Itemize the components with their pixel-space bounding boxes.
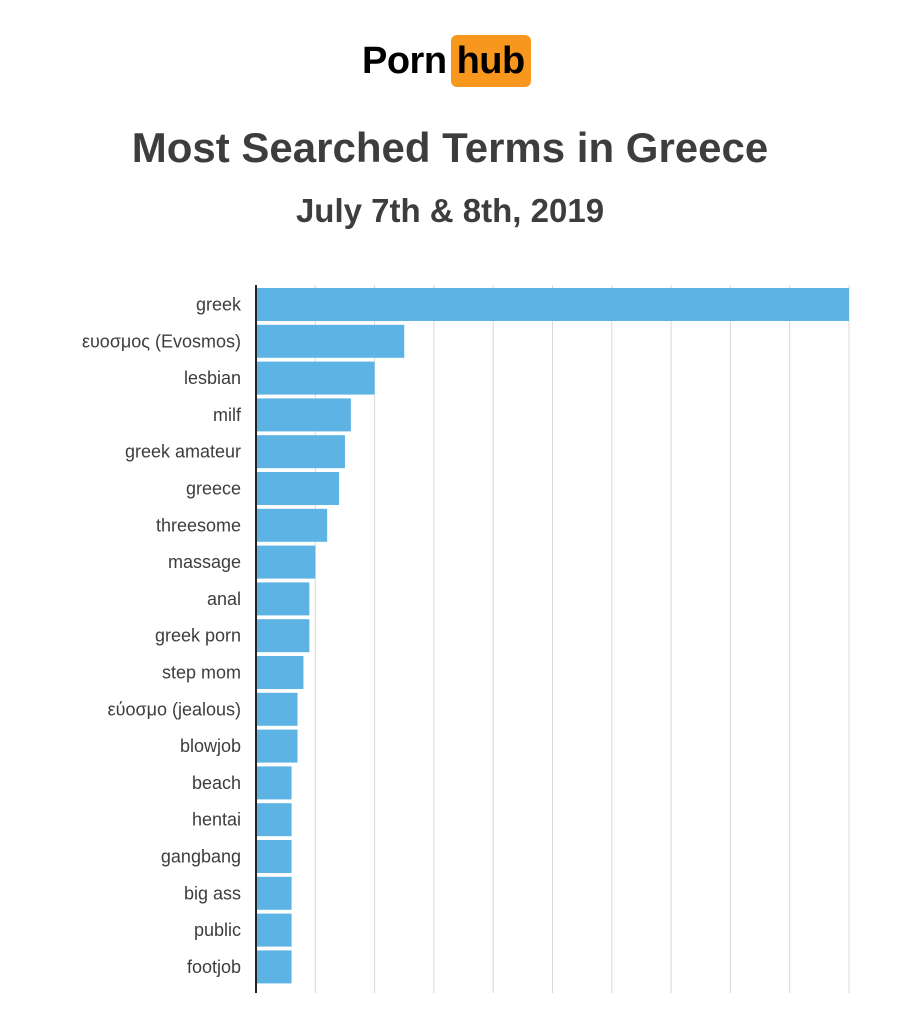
category-label: hentai: [192, 810, 241, 830]
category-label: gangbang: [161, 847, 241, 867]
bar: [256, 729, 298, 763]
bar: [256, 435, 345, 469]
bar: [256, 361, 375, 395]
pornhub-logo: Porn hub: [362, 34, 531, 88]
bar: [256, 472, 340, 505]
bar: [256, 288, 849, 321]
category-label: ευοσμος (Evosmos): [82, 331, 241, 351]
chart-title: Most Searched Terms in Greece: [131, 124, 769, 171]
category-label: lesbian: [184, 368, 241, 388]
bar: [256, 324, 405, 358]
category-label: big ass: [184, 883, 241, 903]
category-label: public: [194, 920, 241, 940]
bar: [256, 545, 316, 579]
category-label: beach: [192, 773, 241, 793]
bar: [256, 803, 292, 837]
category-label: step mom: [162, 663, 241, 683]
bar: [256, 840, 292, 873]
bar: [256, 913, 292, 947]
logo-word-porn: Porn: [362, 39, 447, 82]
bar: [256, 398, 351, 432]
bar: [256, 656, 304, 689]
category-label: milf: [213, 405, 242, 425]
category-label: greek: [196, 295, 242, 315]
bar: [256, 619, 310, 653]
category-label: threesome: [156, 515, 241, 535]
category-label: greek porn: [155, 626, 241, 646]
category-label: blowjob: [180, 736, 241, 756]
category-label: greece: [186, 479, 241, 499]
category-label: εύοσμο (jealous): [108, 699, 241, 719]
category-label: footjob: [187, 957, 241, 977]
bar: [256, 508, 328, 542]
bar: [256, 692, 298, 726]
bar: [256, 582, 310, 616]
chart-subtitle: July 7th & 8th, 2019: [295, 192, 605, 229]
category-label: greek amateur: [125, 442, 241, 462]
category-label: massage: [168, 552, 241, 572]
logo-word-hub: hub: [450, 35, 531, 87]
category-label: anal: [207, 589, 241, 609]
bar: [256, 876, 292, 910]
bar: [256, 766, 292, 800]
bar: [256, 950, 292, 984]
